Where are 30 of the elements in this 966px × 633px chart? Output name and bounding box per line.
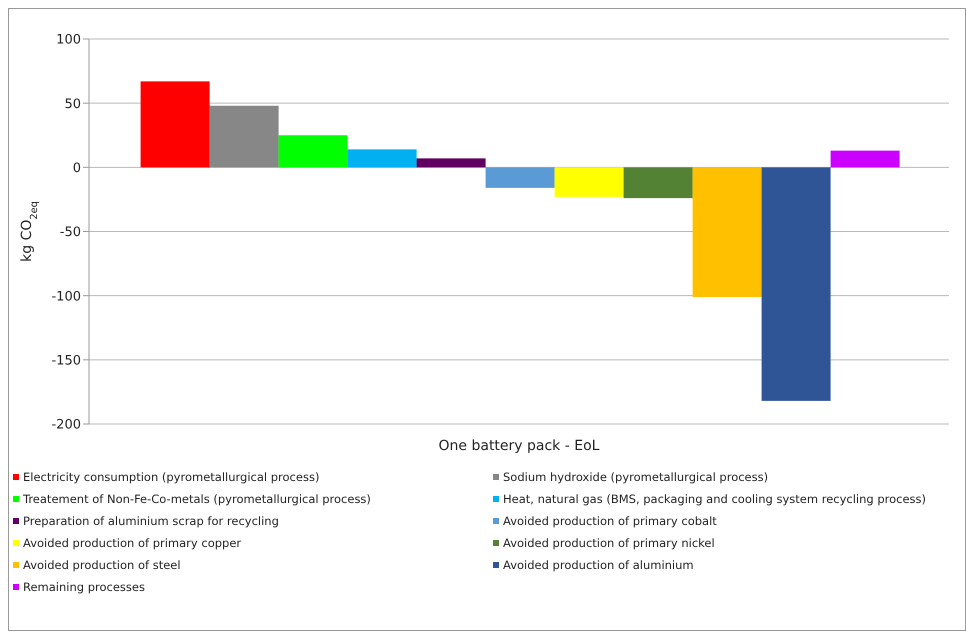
bar (348, 149, 417, 168)
bar (762, 167, 831, 401)
legend-label: Avoided production of primary cobalt (503, 514, 717, 528)
legend-label: Preparation of aluminium scrap for recycling (23, 514, 279, 528)
legend-label: Remaining processes (23, 580, 145, 594)
legend-label: Avoided production of primary nickel (503, 536, 715, 550)
legend-label: Avoided production of steel (23, 558, 181, 572)
legend-label: Avoided production of aluminium (503, 558, 694, 572)
bar (278, 135, 348, 168)
y-tick-label: 100 (56, 32, 81, 48)
bar (140, 81, 210, 168)
bar (692, 167, 762, 297)
y-tick-label: -50 (60, 225, 81, 240)
legend-label: Heat, natural gas (BMS, packaging and cooling system recycling process) (503, 492, 926, 506)
y-tick-label: -200 (51, 418, 81, 433)
legend-label: Avoided production of primary copper (23, 536, 242, 550)
bar (210, 106, 279, 168)
y-tick-label: -150 (51, 353, 81, 368)
legend-label: Electricity consumption (pyrometallurgical process) (23, 470, 320, 484)
bar (554, 167, 624, 197)
y-tick-label: 50 (64, 96, 81, 112)
y-tick-label: -100 (51, 289, 81, 304)
bar (416, 158, 486, 168)
bar (830, 150, 900, 168)
bar (624, 167, 693, 198)
bar (486, 167, 555, 188)
legend-label: Sodium hydroxide (pyrometallurgical process) (503, 470, 768, 484)
legend-label: Treatement of Non-Fe-Co-metals (pyrometallurgical process) (23, 492, 371, 506)
x-tick-label: One battery pack - EoL (438, 438, 600, 454)
y-tick-label: 0 (72, 160, 81, 176)
